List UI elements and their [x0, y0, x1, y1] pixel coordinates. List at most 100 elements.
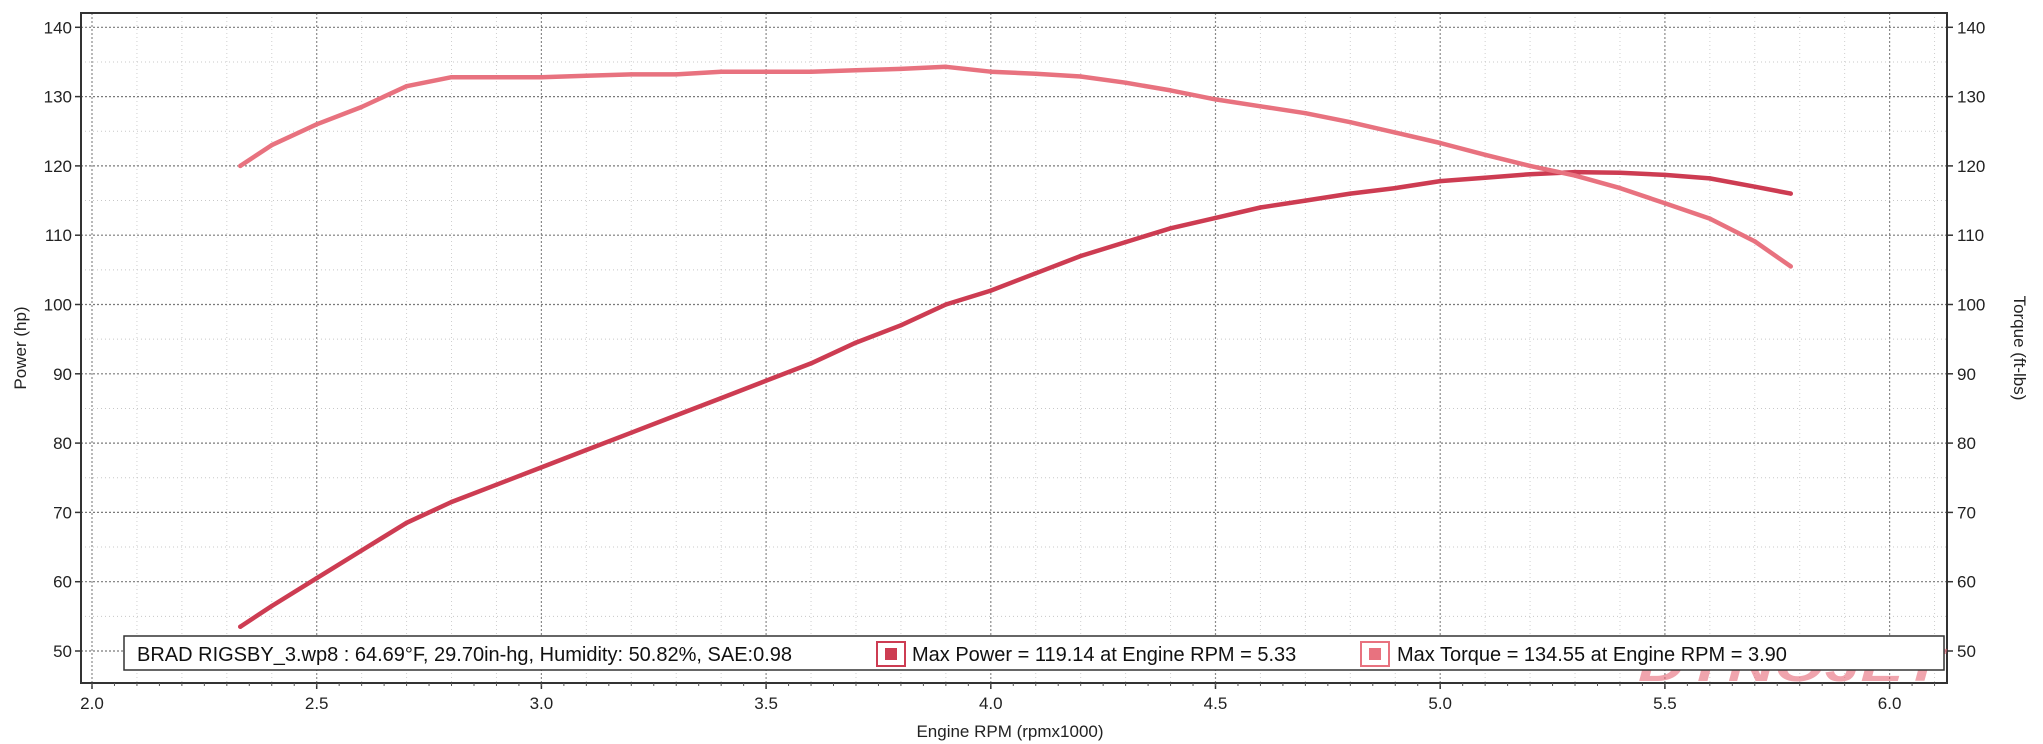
x-tick-label: 4.5 [1204, 694, 1228, 713]
plot-frame [80, 12, 1948, 684]
data-point-power [853, 340, 859, 345]
data-point-torque [1788, 264, 1793, 269]
data-point-torque [943, 64, 949, 70]
data-point-torque [1752, 239, 1758, 244]
y-tick-label-right: 50 [1957, 642, 1976, 661]
y-tick-label-right: 140 [1957, 18, 1985, 37]
data-point-power [1527, 172, 1533, 177]
data-point-torque [898, 66, 904, 72]
data-point-torque [359, 104, 364, 110]
data-point-power [359, 548, 364, 553]
data-point-power [404, 520, 409, 525]
data-point-torque [1393, 130, 1398, 135]
data-point-power [1213, 215, 1218, 221]
y-tick-label-left: 90 [53, 365, 72, 384]
axis-ticks: 2.0 2.5 3.0 3.5 4.0 4.5 5.0 5.5 6.0 140 130 120 110 1… [44, 18, 1986, 713]
data-point-torque [404, 84, 409, 89]
data-point-torque [584, 73, 589, 79]
series-layer [238, 64, 1793, 629]
data-point-power [269, 603, 274, 609]
x-tick-label: 3.5 [754, 694, 778, 713]
data-point-power [1258, 205, 1263, 210]
data-point-power [1168, 226, 1173, 231]
data-point-torque [449, 75, 454, 80]
data-point-torque [1438, 140, 1443, 146]
y-axis-title-left: Power (hp) [11, 306, 30, 389]
data-point-power [449, 499, 454, 505]
y-tick-label-left: 100 [44, 296, 72, 315]
legend-max-power: Max Power = 119.14 at Engine RPM = 5.33 [912, 644, 1296, 666]
legend-box: BRAD RIGSBY_3.wp8 : 64.69°F, 29.70in-hg,… [123, 635, 1945, 671]
data-point-torque [269, 142, 274, 148]
y-tick-label-left: 50 [53, 642, 72, 661]
data-point-power [1662, 172, 1668, 178]
y-tick-label-left: 70 [53, 503, 72, 522]
data-point-power [494, 482, 499, 487]
y-tick-label-right: 70 [1957, 503, 1976, 522]
data-point-torque [1078, 74, 1083, 79]
data-point-torque [539, 75, 544, 80]
legend-run-info: BRAD RIGSBY_3.wp8 : 64.69°F, 29.70in-hg,… [137, 644, 792, 666]
y-tick-label-left: 120 [44, 157, 72, 176]
x-axis-title: Engine RPM (rpmx1000) [916, 722, 1103, 741]
y-axis-title-right: Torque (ft-lbs) [2010, 296, 2029, 401]
data-point-power [763, 378, 769, 383]
data-point-power [988, 288, 993, 293]
data-point-torque [1033, 71, 1038, 76]
x-tick-label: 2.0 [80, 694, 104, 713]
x-tick-label: 4.0 [979, 694, 1003, 713]
data-point-torque [629, 72, 634, 77]
y-tick-label-right: 130 [1957, 88, 1985, 107]
y-tick-label-right: 110 [1957, 226, 1984, 245]
x-tick-label: 5.0 [1428, 694, 1452, 713]
series-line-torque [238, 64, 1793, 269]
y-tick-label-left: 60 [53, 573, 72, 592]
data-point-power [808, 361, 814, 366]
series-line-power [238, 169, 1793, 629]
data-point-torque [988, 69, 993, 74]
y-tick-label-left: 140 [44, 18, 72, 37]
data-point-power [1303, 198, 1308, 203]
data-point-power [1123, 239, 1128, 245]
x-tick-label: 5.5 [1653, 694, 1677, 713]
y-tick-label-right: 120 [1957, 157, 1985, 176]
data-point-torque [1123, 80, 1128, 85]
data-point-torque [238, 163, 243, 169]
data-point-power [1788, 191, 1793, 196]
data-point-torque [1168, 88, 1173, 93]
y-tick-label-right: 60 [1957, 573, 1976, 592]
x-tick-label: 2.5 [305, 694, 329, 713]
data-point-power [1438, 178, 1443, 184]
data-point-power [898, 323, 904, 328]
data-point-power [1707, 176, 1713, 181]
data-point-power [1393, 185, 1398, 191]
data-point-torque [1662, 201, 1668, 206]
data-point-torque [314, 122, 319, 127]
data-point-power [1752, 184, 1758, 189]
data-point-torque [1572, 173, 1578, 178]
y-tick-label-left: 130 [44, 88, 72, 107]
data-point-torque [1213, 97, 1218, 102]
data-point-power [314, 576, 319, 581]
y-tick-label-left: 110 [45, 226, 72, 245]
y-tick-label-right: 90 [1957, 365, 1976, 384]
y-tick-label-right: 80 [1957, 434, 1976, 453]
data-point-torque [808, 69, 814, 74]
data-point-power [539, 465, 544, 470]
data-point-torque [494, 75, 499, 80]
data-point-power [674, 413, 679, 418]
data-point-power [1033, 271, 1038, 276]
data-point-power [1617, 170, 1623, 175]
data-point-torque [763, 69, 769, 74]
data-point-torque [1303, 111, 1308, 116]
data-point-torque [674, 72, 679, 77]
data-point-torque [1527, 163, 1533, 169]
data-point-torque [719, 69, 724, 74]
y-tick-label-right: 100 [1957, 296, 1985, 315]
data-point-torque [853, 68, 859, 73]
data-point-torque [1258, 104, 1263, 109]
data-point-power [1482, 175, 1488, 180]
y-tick-label-left: 80 [53, 434, 72, 453]
x-tick-label: 3.0 [530, 694, 554, 713]
